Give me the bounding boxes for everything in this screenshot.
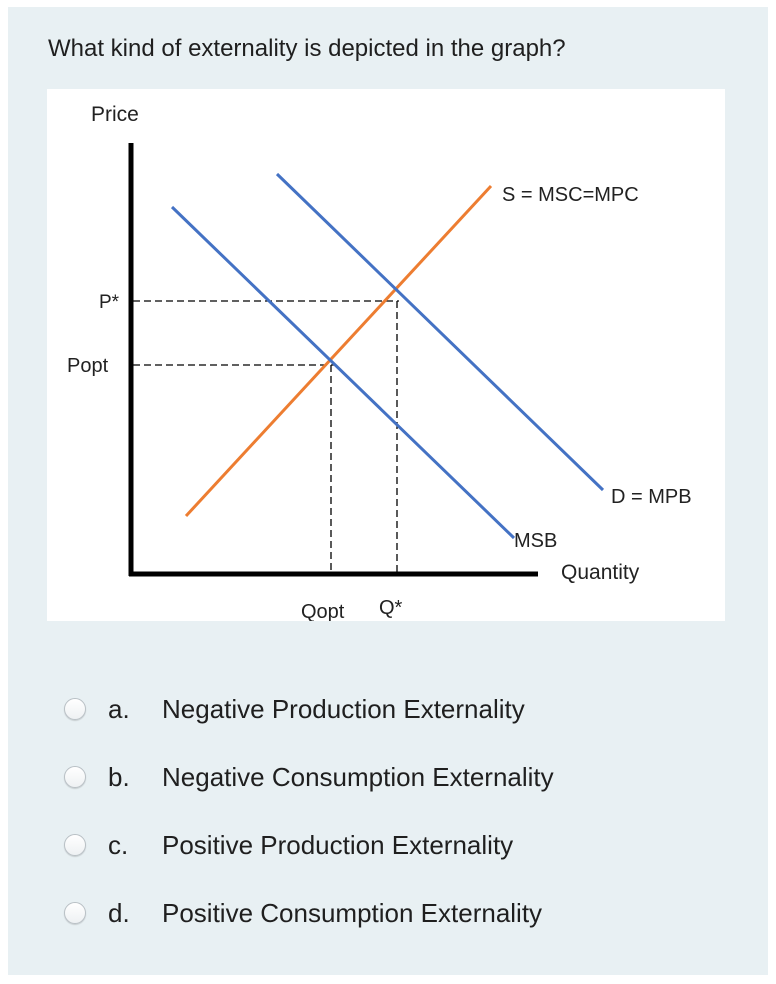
p-opt-label: Popt — [67, 355, 109, 377]
option-b-letter: b. — [108, 761, 130, 792]
demand-curve-label: D = MPB — [611, 486, 692, 508]
option-b[interactable]: b. Negative Consumption Externality — [64, 743, 554, 811]
msb-curve — [170, 205, 516, 540]
option-c-letter: c. — [108, 829, 129, 860]
option-d-text: Positive Consumption Externality — [162, 897, 543, 928]
q-opt-label: Qopt — [301, 601, 345, 621]
question-text: What kind of externality is depicted in … — [48, 35, 566, 62]
supply-curve — [184, 184, 493, 518]
option-a[interactable]: a. Negative Production Externality — [64, 675, 554, 743]
option-d[interactable]: d. Positive Consumption Externality — [64, 879, 554, 947]
radio-c[interactable] — [64, 834, 86, 856]
supply-curve-label: S = MSC=MPC — [502, 184, 639, 206]
radio-b[interactable] — [64, 766, 86, 788]
radio-a[interactable] — [64, 698, 86, 720]
p-star-label: P* — [99, 292, 120, 313]
option-a-text: Negative Production Externality — [162, 693, 525, 724]
option-a-letter: a. — [108, 693, 130, 724]
option-d-letter: d. — [108, 897, 130, 928]
x-axis-label: Quantity — [561, 561, 640, 584]
option-c[interactable]: c. Positive Production Externality — [64, 811, 554, 879]
graph-svg: Price Quantity P* Popt Qopt Q* S = MSC=M… — [67, 103, 692, 621]
answer-options: a. Negative Production Externality b. Ne… — [64, 675, 554, 947]
msb-curve-label: MSB — [514, 530, 557, 552]
question-panel: What kind of externality is depicted in … — [8, 7, 768, 975]
radio-d[interactable] — [64, 902, 86, 924]
demand-curve — [275, 172, 605, 492]
externality-graph: Price Quantity P* Popt Qopt Q* S = MSC=M… — [47, 89, 725, 621]
option-c-text: Positive Production Externality — [162, 829, 514, 860]
option-b-text: Negative Consumption Externality — [162, 761, 554, 792]
y-axis-label: Price — [91, 103, 139, 126]
q-star-label: Q* — [379, 597, 403, 619]
